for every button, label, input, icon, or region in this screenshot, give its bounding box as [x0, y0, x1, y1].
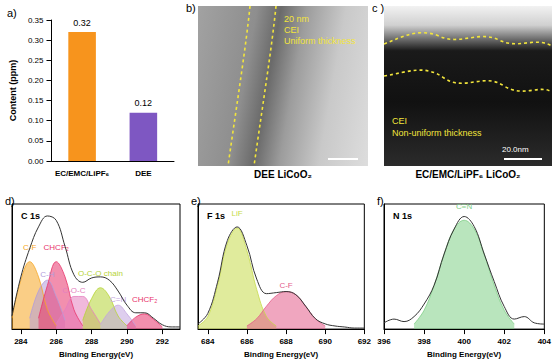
svg-text:Binding Energy(eV): Binding Energy(eV) — [59, 350, 134, 359]
svg-text:Binding Energy(eV): Binding Energy(eV) — [427, 350, 502, 359]
svg-text:290: 290 — [120, 337, 134, 346]
html-text:DEE LiCoO₂: DEE LiCoO₂ — [254, 169, 312, 180]
svg-text:0.35: 0.35 — [28, 16, 44, 25]
svg-text:f): f) — [377, 195, 384, 207]
svg-text:0.10: 0.10 — [28, 116, 44, 125]
svg-text:d): d) — [5, 195, 15, 207]
svg-text:EC/EMC/LiPF₆: EC/EMC/LiPF₆ — [55, 169, 110, 178]
svg-text:C≡N: C≡N — [456, 202, 472, 211]
svg-text:C-F: C-F — [279, 281, 292, 290]
svg-text:LiF: LiF — [232, 209, 243, 218]
svg-text:a): a) — [7, 7, 17, 19]
html-text:EC/EMC/LiPF₆ LiCoO₂: EC/EMC/LiPF₆ LiCoO₂ — [415, 169, 521, 180]
svg-text:O-C-O chain: O-C-O chain — [78, 269, 123, 279]
svg-text:C-O-C: C-O-C — [62, 286, 85, 295]
svg-text:0.05: 0.05 — [28, 136, 44, 145]
svg-text:0.30: 0.30 — [28, 36, 44, 45]
svg-text:DEE: DEE — [135, 169, 152, 178]
svg-text:0.15: 0.15 — [28, 96, 44, 105]
svg-text:0.00: 0.00 — [28, 157, 44, 166]
svg-text:C=N: C=N — [110, 295, 126, 304]
svg-text:686: 686 — [240, 337, 254, 346]
svg-text:404: 404 — [538, 337, 552, 346]
html-text:CEI: CEI — [284, 25, 299, 35]
svg-text:F 1s: F 1s — [207, 211, 225, 221]
svg-text:688: 688 — [279, 337, 293, 346]
svg-text:288: 288 — [85, 337, 99, 346]
svg-text:284: 284 — [14, 337, 28, 346]
svg-text:396: 396 — [377, 337, 391, 346]
html-text:CEI: CEI — [392, 116, 407, 126]
html-text:20.0nm: 20.0nm — [502, 145, 529, 154]
svg-text:C-H: C-H — [40, 270, 54, 279]
svg-text:Content (ppm): Content (ppm) — [8, 60, 18, 121]
svg-text:CHCF₂: CHCF₂ — [43, 243, 69, 253]
svg-text:286: 286 — [50, 337, 64, 346]
html-text:20 nm: 20 nm — [284, 14, 309, 24]
svg-text:0.12: 0.12 — [135, 98, 153, 108]
svg-text:400: 400 — [457, 337, 471, 346]
svg-text:684: 684 — [201, 337, 215, 346]
svg-text:292: 292 — [156, 337, 170, 346]
svg-text:0.32: 0.32 — [73, 18, 91, 28]
svg-text:N 1s: N 1s — [393, 211, 412, 221]
svg-text:CHCF₂: CHCF₂ — [132, 295, 157, 304]
svg-text:402: 402 — [498, 337, 512, 346]
svg-text:C-F: C-F — [23, 243, 37, 253]
svg-text:0.25: 0.25 — [28, 56, 44, 65]
svg-text:692: 692 — [358, 337, 372, 346]
svg-text:398: 398 — [417, 337, 431, 346]
svg-text:Binding Energy(eV): Binding Energy(eV) — [244, 350, 319, 359]
svg-text:e): e) — [191, 195, 201, 207]
html-text:c ): c ) — [372, 2, 385, 14]
svg-text:0.20: 0.20 — [28, 76, 44, 85]
svg-text:C 1s: C 1s — [21, 211, 40, 221]
svg-text:690: 690 — [319, 337, 333, 346]
html-text:b): b) — [186, 2, 196, 14]
html-text:Non-uniform thickness: Non-uniform thickness — [392, 128, 482, 138]
html-text:Uniform thickness: Uniform thickness — [284, 36, 356, 46]
